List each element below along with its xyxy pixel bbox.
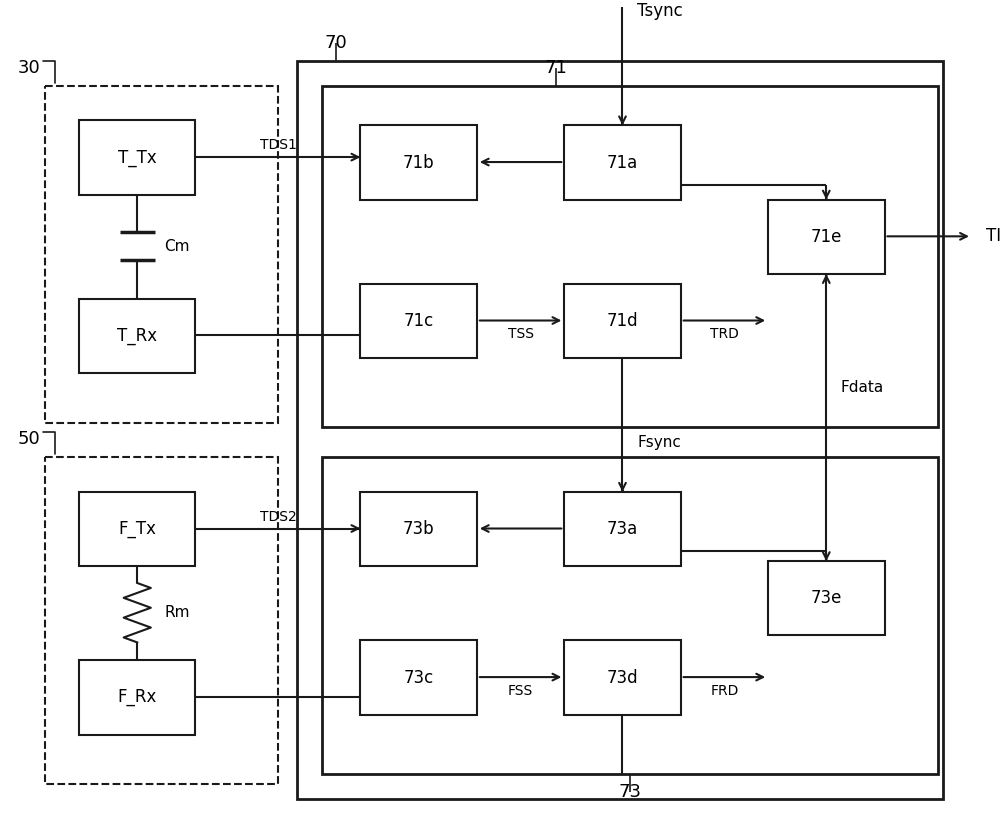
Text: 71d: 71d — [607, 312, 638, 330]
Bar — [297, 61, 943, 799]
Text: 70: 70 — [325, 34, 348, 52]
Text: TSS: TSS — [508, 327, 534, 341]
Bar — [45, 458, 278, 784]
Bar — [360, 492, 477, 566]
Text: Cm: Cm — [164, 239, 190, 254]
Bar — [79, 661, 195, 735]
Text: 73c: 73c — [404, 669, 434, 686]
Text: Tsync: Tsync — [637, 2, 683, 21]
Bar — [564, 641, 681, 715]
Bar — [564, 126, 681, 200]
Text: TDS2: TDS2 — [260, 510, 296, 523]
Text: 30: 30 — [17, 59, 40, 77]
Text: Fdata: Fdata — [841, 380, 884, 395]
Text: 73a: 73a — [607, 520, 638, 538]
Text: 73b: 73b — [403, 520, 435, 538]
Text: 73e: 73e — [811, 589, 842, 607]
Text: T_Tx: T_Tx — [118, 149, 157, 166]
Text: F_Rx: F_Rx — [118, 688, 157, 706]
Bar — [322, 458, 938, 774]
Text: TI: TI — [986, 227, 1000, 245]
Text: TDS1: TDS1 — [260, 138, 296, 152]
Bar — [322, 86, 938, 428]
Text: T_Rx: T_Rx — [117, 327, 157, 345]
Text: 71: 71 — [544, 59, 567, 77]
Bar — [564, 284, 681, 358]
Text: 50: 50 — [17, 430, 40, 448]
Bar — [768, 562, 885, 636]
Bar — [360, 126, 477, 200]
Text: F_Tx: F_Tx — [118, 520, 156, 538]
Bar — [768, 200, 885, 274]
Text: Fsync: Fsync — [637, 435, 681, 450]
Text: FSS: FSS — [508, 684, 533, 698]
Text: 71c: 71c — [404, 312, 434, 330]
Text: 73d: 73d — [607, 669, 638, 686]
Text: Rm: Rm — [164, 605, 190, 620]
Bar — [79, 121, 195, 195]
Text: 71a: 71a — [607, 154, 638, 171]
Text: 71b: 71b — [403, 154, 435, 171]
Bar — [360, 284, 477, 358]
Bar — [360, 641, 477, 715]
Bar — [79, 492, 195, 566]
Bar — [564, 492, 681, 566]
Text: FRD: FRD — [710, 684, 739, 698]
Text: 71e: 71e — [811, 228, 842, 245]
Bar — [79, 299, 195, 373]
Text: 73: 73 — [618, 783, 641, 801]
Bar — [45, 86, 278, 423]
Text: TRD: TRD — [710, 327, 739, 341]
